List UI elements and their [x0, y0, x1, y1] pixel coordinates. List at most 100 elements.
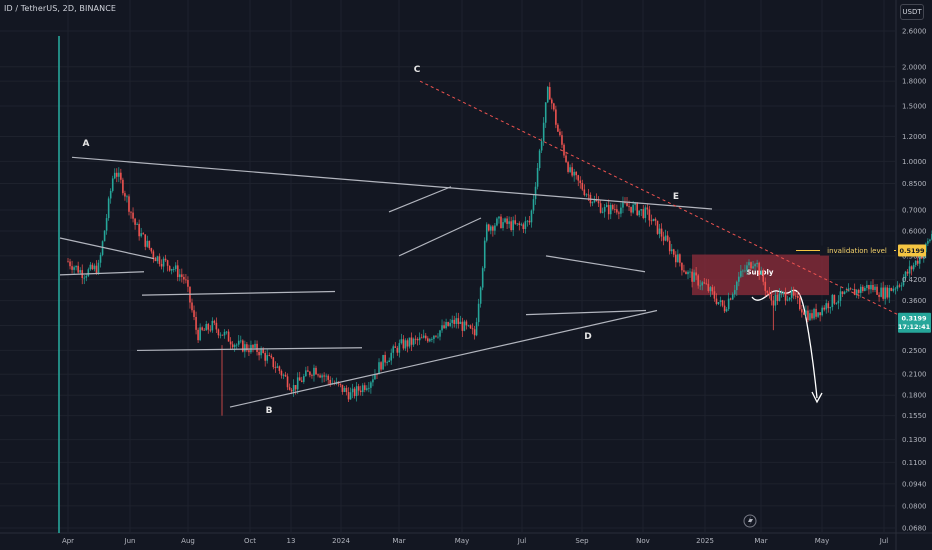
candle-body — [242, 341, 244, 352]
candle-body — [427, 338, 429, 341]
candle-body — [98, 263, 100, 274]
candle-body — [880, 288, 882, 297]
candle-body — [620, 208, 622, 214]
candle-body — [126, 196, 128, 197]
candle-body — [197, 330, 199, 340]
candle-body — [809, 313, 811, 320]
candle-body — [864, 288, 866, 291]
candle-body — [362, 385, 364, 392]
candle-body — [222, 335, 224, 336]
candle-body — [636, 203, 638, 215]
candle-body — [144, 234, 146, 246]
candle-body — [632, 205, 634, 213]
y-tick-label: 0.0940 — [902, 480, 927, 488]
candle-body — [581, 183, 583, 190]
candle-body — [832, 295, 834, 307]
candle-body — [911, 266, 913, 269]
candle-body — [183, 277, 185, 280]
candle-body — [508, 221, 510, 224]
candle-body — [793, 291, 795, 296]
candle-body — [378, 362, 380, 374]
x-tick-label: Mar — [754, 537, 767, 545]
candle-body — [734, 290, 736, 294]
candle-body — [102, 241, 104, 255]
candle-body — [807, 311, 809, 321]
candle-body — [663, 237, 665, 241]
candle-body — [748, 262, 750, 265]
y-tick-label: 0.6000 — [902, 228, 927, 236]
candle-body — [677, 254, 679, 262]
candle-body — [327, 376, 329, 380]
candle-body — [626, 203, 628, 206]
candle-body — [606, 205, 608, 207]
candle-body — [232, 344, 234, 347]
candle-body — [779, 294, 781, 301]
candle-body — [917, 261, 919, 264]
candle-body — [403, 339, 405, 348]
candle-body — [240, 341, 242, 342]
candle-body — [120, 173, 122, 180]
candle-body — [622, 202, 624, 208]
point-label: C — [414, 65, 421, 75]
y-tick-label: 0.2100 — [902, 371, 927, 379]
candle-body — [486, 224, 488, 240]
candle-body — [293, 385, 295, 391]
candle-body — [179, 274, 181, 277]
candle-body — [466, 322, 468, 326]
candle-body — [226, 332, 228, 333]
candle-body — [819, 312, 821, 315]
candle-body — [287, 376, 289, 387]
candle-body — [703, 282, 705, 283]
candle-body — [356, 386, 358, 396]
y-tick-label: 0.3600 — [902, 297, 927, 305]
candle-body — [738, 277, 740, 282]
candle-body — [451, 320, 453, 323]
candle-body — [384, 355, 386, 363]
candle-body — [813, 309, 815, 319]
x-tick-label: Apr — [62, 537, 74, 545]
candle-body — [716, 299, 718, 304]
candle-body — [533, 199, 535, 210]
candle-body — [498, 217, 500, 219]
candle-body — [132, 213, 134, 219]
countdown-text: 17:12:41 — [898, 323, 931, 331]
candle-body — [433, 336, 435, 339]
candle-body — [915, 261, 917, 265]
candle-body — [455, 318, 457, 324]
candle-body — [447, 322, 449, 326]
candle-body — [254, 344, 256, 348]
y-tick-label: 0.4200 — [902, 276, 927, 284]
candle-body — [317, 374, 319, 375]
candle-body — [214, 321, 216, 323]
candle-body — [112, 178, 114, 191]
candle-body — [161, 264, 163, 267]
currency-button[interactable]: USDT — [900, 4, 924, 20]
candle-body — [177, 265, 179, 277]
candle-body — [218, 329, 220, 335]
candle-body — [193, 310, 195, 317]
candle-body — [390, 353, 392, 361]
y-tick-label: 0.1550 — [902, 412, 927, 420]
x-tick-label: 2025 — [696, 537, 714, 545]
candle-body — [699, 285, 701, 286]
candle-body — [801, 309, 803, 312]
candle-body — [756, 263, 758, 264]
candle-body — [901, 285, 903, 286]
candle-body — [872, 285, 874, 290]
candle-body — [203, 330, 205, 331]
candle-body — [480, 288, 482, 304]
candle-body — [175, 265, 177, 269]
candle-body — [787, 300, 789, 301]
candle-body — [762, 271, 764, 282]
candle-body — [472, 328, 474, 329]
candle-body — [319, 375, 321, 377]
candle-body — [470, 325, 472, 328]
candle-body — [651, 220, 653, 221]
candle-body — [256, 344, 258, 352]
candle-body — [571, 167, 573, 175]
candle-body — [685, 272, 687, 274]
candle-body — [207, 324, 209, 330]
candle-body — [187, 280, 189, 287]
candle-body — [535, 187, 537, 199]
